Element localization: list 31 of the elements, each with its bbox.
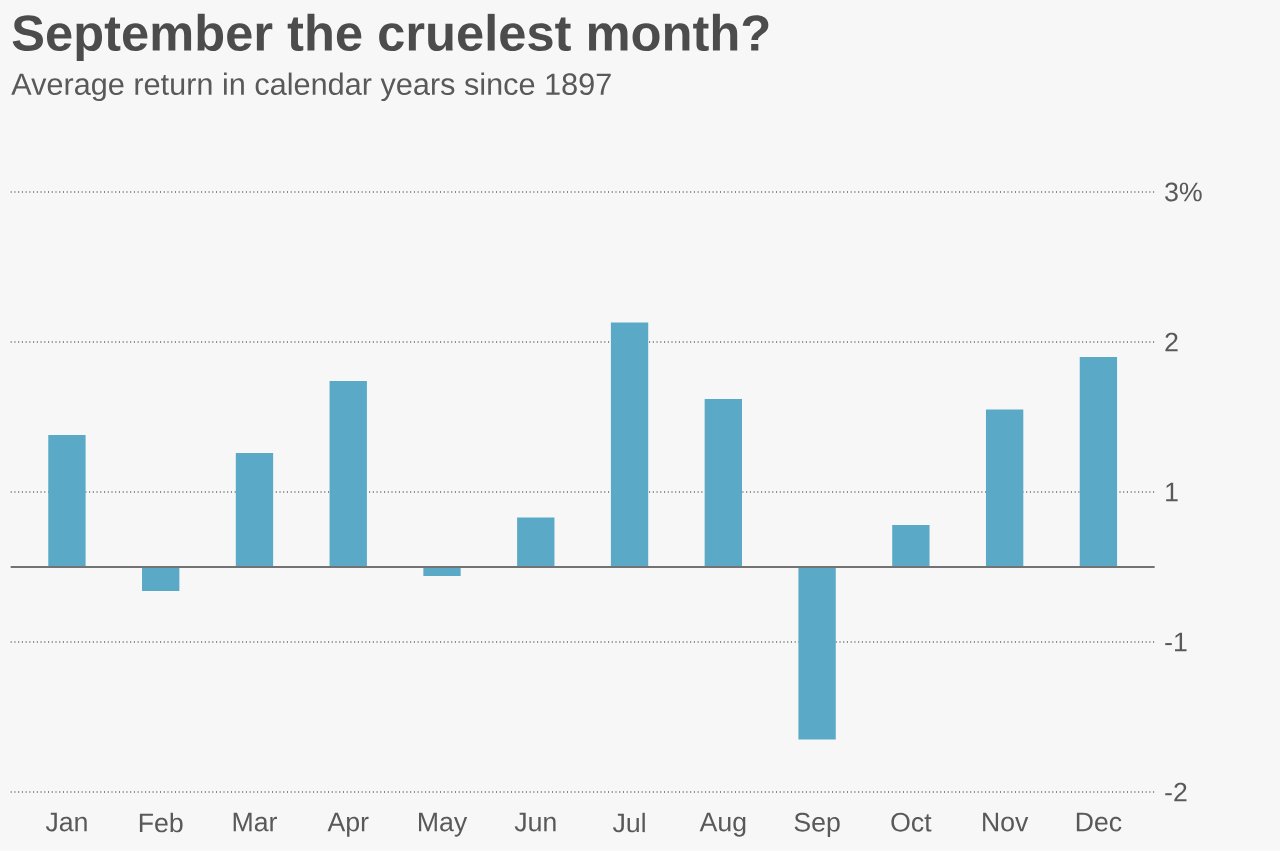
y-tick-label: -1: [1165, 632, 1187, 652]
y-tick-label: 3%: [1165, 182, 1202, 202]
x-tick-label: Jan: [45, 812, 87, 832]
y-tick-label: 1: [1166, 482, 1178, 502]
x-tick-label: May: [419, 812, 468, 837]
x-tick-label: Jul: [612, 812, 645, 833]
bar: [235, 453, 274, 568]
x-tick-label: Dec: [1076, 812, 1122, 832]
bar: [798, 567, 836, 740]
x-tick-label: Feb: [139, 812, 183, 833]
chart-subtitle: Average return in calendar years since 1897: [11, 72, 611, 102]
x-tick-label: Jun: [514, 812, 556, 832]
bar: [423, 567, 461, 577]
bar: [48, 435, 86, 568]
chart-title: September the cruelest month?: [12, 14, 769, 62]
x-tick-label: Mar: [233, 812, 277, 832]
y-tick-label: 2: [1165, 332, 1178, 352]
bar: [1079, 357, 1118, 568]
bar: [329, 381, 367, 568]
x-tick-label: Oct: [891, 812, 932, 832]
bar: [517, 517, 555, 568]
bar: [704, 399, 742, 568]
bar: [142, 567, 180, 592]
bar: [610, 322, 649, 568]
x-tick-label: Sep: [794, 812, 840, 838]
x-tick-label: Apr: [327, 812, 369, 837]
bar: [892, 525, 930, 568]
bar: [985, 409, 1024, 568]
x-tick-label: Aug: [699, 812, 746, 837]
y-tick-label: -2: [1165, 782, 1187, 802]
x-tick-label: Nov: [983, 812, 1029, 832]
